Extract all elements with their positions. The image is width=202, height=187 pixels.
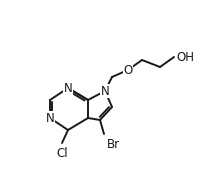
Text: Cl: Cl: [56, 147, 68, 160]
Text: Br: Br: [107, 138, 120, 151]
Text: N: N: [46, 111, 54, 125]
Text: N: N: [64, 82, 72, 94]
Text: O: O: [123, 64, 133, 76]
Text: OH: OH: [176, 50, 194, 64]
Text: N: N: [101, 85, 109, 97]
